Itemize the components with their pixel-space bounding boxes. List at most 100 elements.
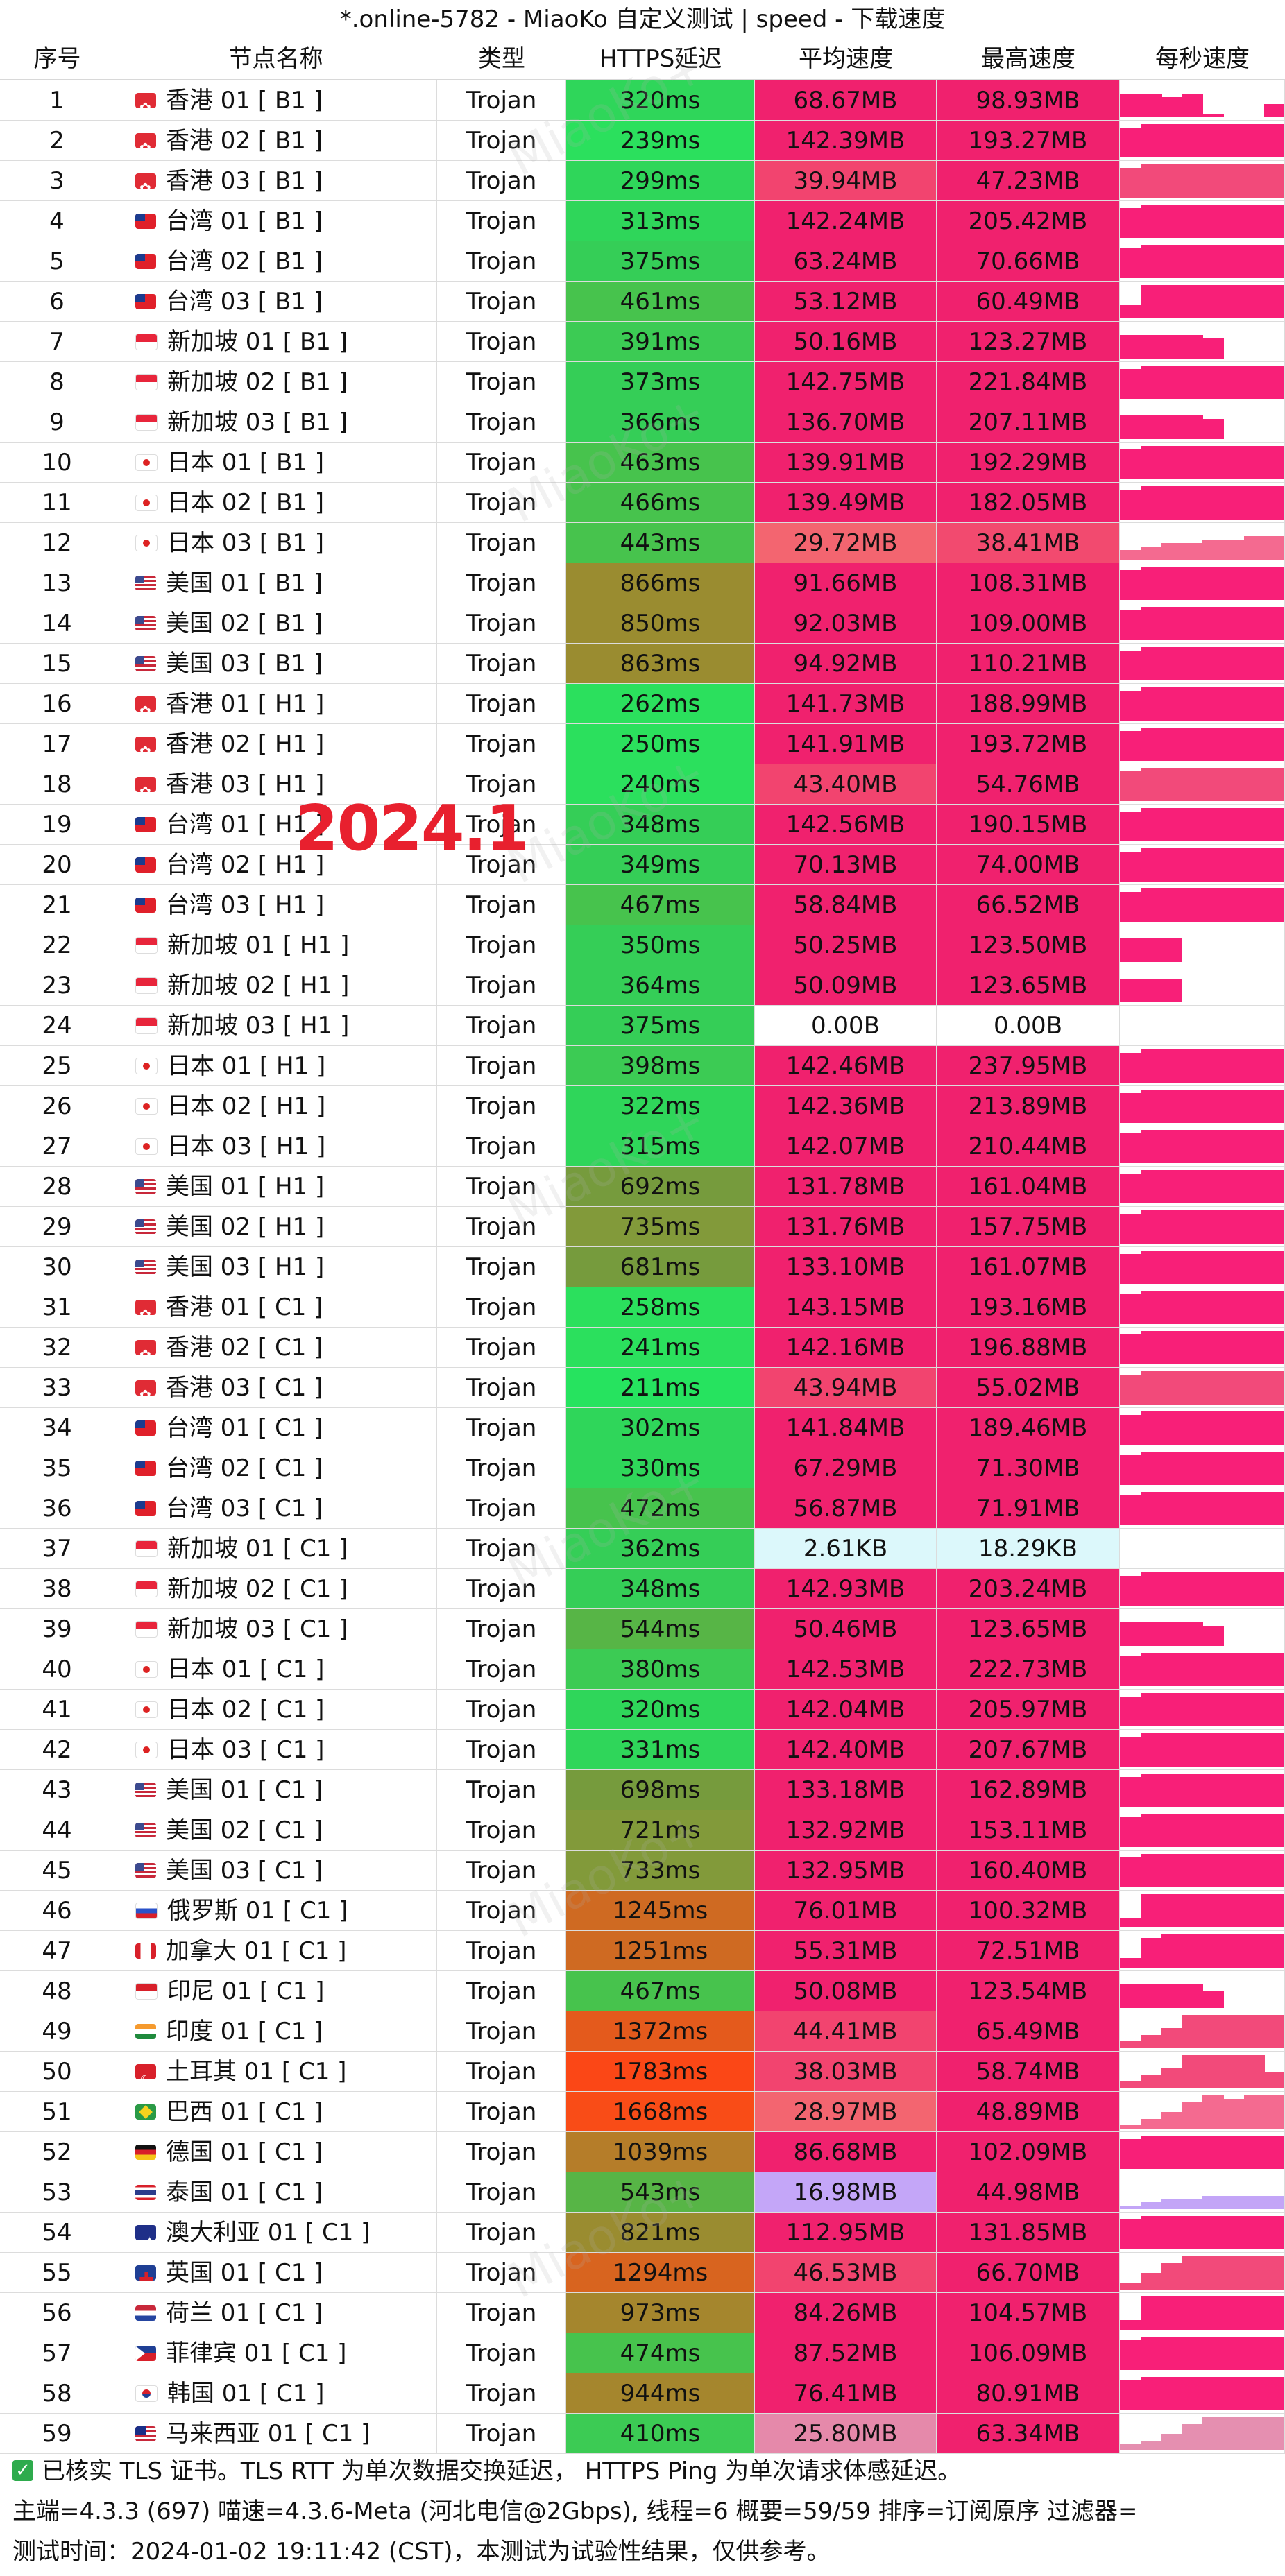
row-index: 58 bbox=[0, 2373, 114, 2414]
row-index: 1 bbox=[0, 80, 114, 121]
table-row[interactable]: 28 美国 01 [ H1 ] Trojan 692ms 131.78MB 161.04M… bbox=[0, 1167, 1285, 1207]
table-row[interactable]: 32 香港 02 [ C1 ] Trojan241ms142.16MB196.88M… bbox=[0, 1328, 1285, 1368]
node-name: 台湾 03 [ C1 ] bbox=[166, 1495, 323, 1522]
table-row[interactable]: 29 美国 02 [ H1 ] Trojan 735ms 131.76MB 157.75M… bbox=[0, 1207, 1285, 1247]
table-row[interactable]: 7 新加坡 01 [ B1 ] Trojan 391ms 50.16MB 123.27MB bbox=[0, 322, 1285, 362]
table-row[interactable]: 45 美国 03 [ C1 ] Trojan 733ms 132.95MB 160.40M… bbox=[0, 1851, 1285, 1891]
table-row[interactable]: 35 台湾 02 [ C1 ] Trojan 330ms 67.29MB 71.30MB bbox=[0, 1448, 1285, 1488]
header-name[interactable]: 节点名称 bbox=[228, 45, 323, 73]
sparkline-bar bbox=[1223, 1371, 1245, 1405]
row-index: 42 bbox=[0, 1730, 114, 1770]
average-speed: 16.98MB bbox=[755, 2172, 937, 2213]
sparkline-bar bbox=[1140, 2296, 1162, 2330]
sparkline-bar bbox=[1140, 2202, 1162, 2209]
sparkline-bar bbox=[1120, 1495, 1141, 1525]
table-row[interactable]: 4 台湾 01 [ B1 ] Trojan 313ms 142.24MB 205.42MB bbox=[0, 201, 1285, 241]
header-type[interactable]: 类型 bbox=[478, 45, 525, 73]
https-latency: 380ms bbox=[566, 1649, 755, 1690]
average-speed: 50.16MB bbox=[755, 322, 937, 362]
row-index: 54 bbox=[0, 2213, 114, 2253]
https-latency: 543ms bbox=[566, 2172, 755, 2213]
sparkline-bar bbox=[1182, 2015, 1203, 2048]
row-index: 35 bbox=[0, 1448, 114, 1488]
table-row[interactable]: 23 新加坡 02 [ H1 ] Trojan 364ms 50.09MB 123.65M… bbox=[0, 965, 1285, 1006]
sparkline-bar bbox=[1264, 245, 1284, 278]
sparkline-bar bbox=[1223, 2136, 1245, 2169]
row-index: 13 bbox=[0, 563, 114, 603]
header-per-second-speed[interactable]: 每秒速度 bbox=[1155, 45, 1250, 73]
node-type: Trojan bbox=[437, 282, 566, 322]
table-row[interactable]: 22 新加坡 01 [ H1 ] Trojan 350ms 50.25MB 123.50M… bbox=[0, 925, 1285, 965]
header-index[interactable]: 序号 bbox=[33, 45, 81, 73]
table-row[interactable]: 59 马来西亚 01 [ C1 ] Trojan 410ms 25.80MB 63.34M… bbox=[0, 2414, 1285, 2454]
table-row[interactable]: 11 日本 02 [ B1 ] Trojan 466ms 139.49MB 182.05M… bbox=[0, 483, 1285, 523]
table-row[interactable]: 43 美国 01 [ C1 ] Trojan 698ms 133.18MB 162.89M… bbox=[0, 1770, 1285, 1810]
table-row[interactable]: 50 土耳其 01 [ C1 ] Trojan1783ms38.03MB58.74M… bbox=[0, 2052, 1285, 2092]
table-row[interactable]: 5 台湾 02 [ B1 ] Trojan 375ms 63.24MB 70.66MB bbox=[0, 241, 1285, 282]
table-row[interactable]: 19 台湾 01 [ H1 ] Trojan 348ms 142.56MB 190.15M… bbox=[0, 805, 1285, 845]
table-row[interactable]: 36 台湾 03 [ C1 ] Trojan 472ms 56.87MB 71.91MB bbox=[0, 1488, 1285, 1529]
sparkline-bar bbox=[1223, 607, 1245, 640]
table-row[interactable]: 46 俄罗斯 01 [ C1 ] Trojan 1245ms 76.01MB 100.32… bbox=[0, 1891, 1285, 1931]
table-row[interactable]: 20 台湾 02 [ H1 ] Trojan 349ms 70.13MB 74.00MB bbox=[0, 845, 1285, 885]
table-row[interactable]: 15 美国 03 [ B1 ] Trojan 863ms 94.92MB 110.21MB bbox=[0, 644, 1285, 684]
table-row[interactable]: 38 新加坡 02 [ C1 ] Trojan 348ms 142.93MB 203.24… bbox=[0, 1569, 1285, 1609]
header-max-speed[interactable]: 最高速度 bbox=[981, 45, 1075, 73]
table-row[interactable]: 58 韩国 01 [ C1 ] Trojan 944ms 76.41MB 80.91MB bbox=[0, 2373, 1285, 2414]
header-latency[interactable]: HTTPS延迟 bbox=[599, 45, 722, 73]
sparkline-bar bbox=[1120, 335, 1141, 359]
table-row[interactable]: 26 日本 02 [ H1 ] Trojan 322ms 142.36MB 213.89M… bbox=[0, 1086, 1285, 1126]
table-row[interactable]: 14 美国 02 [ B1 ] Trojan 850ms 92.03MB 109.00MB bbox=[0, 603, 1285, 644]
node-name: 新加坡 02 [ B1 ] bbox=[167, 368, 348, 396]
table-row[interactable]: 40 日本 01 [ C1 ] Trojan 380ms 142.53MB 222.73M… bbox=[0, 1649, 1285, 1690]
node-type: Trojan bbox=[437, 805, 566, 845]
table-row[interactable]: 16 香港 01 [ H1 ] Trojan262ms141.73MB188.99M… bbox=[0, 684, 1285, 724]
table-row[interactable]: 6 台湾 03 [ B1 ] Trojan 461ms 53.12MB 60.49MB bbox=[0, 282, 1285, 322]
table-row[interactable]: 57 菲律宾 01 [ C1 ] Trojan 474ms 87.52MB 106.09M… bbox=[0, 2333, 1285, 2373]
table-row[interactable]: 42 日本 03 [ C1 ] Trojan 331ms 142.40MB 207.67M… bbox=[0, 1730, 1285, 1770]
table-row[interactable]: 24 新加坡 03 [ H1 ] Trojan 375ms 0.00B 0.00B bbox=[0, 1006, 1285, 1046]
table-row[interactable]: 13 美国 01 [ B1 ] Trojan 866ms 91.66MB 108.31MB bbox=[0, 563, 1285, 603]
table-row[interactable]: 10 日本 01 [ B1 ] Trojan 463ms 139.91MB 192.29M… bbox=[0, 443, 1285, 483]
table-row[interactable]: 56 荷兰 01 [ C1 ] Trojan 973ms 84.26MB 104.57MB bbox=[0, 2293, 1285, 2333]
table-row[interactable]: 9 新加坡 03 [ B1 ] Trojan 366ms 136.70MB 207.11M… bbox=[0, 402, 1285, 443]
table-row[interactable]: 27 日本 03 [ H1 ] Trojan 315ms 142.07MB 210.44M… bbox=[0, 1126, 1285, 1167]
table-row[interactable]: 52 德国 01 [ C1 ] Trojan 1039ms 86.68MB 102.09M… bbox=[0, 2132, 1285, 2172]
table-row[interactable]: 48 印尼 01 [ C1 ] Trojan 467ms 50.08MB 123.54MB bbox=[0, 1971, 1285, 2011]
table-row[interactable]: 49 印度 01 [ C1 ] Trojan 1372ms 44.41MB 65.49MB bbox=[0, 2011, 1285, 2052]
sparkline-bar bbox=[1264, 446, 1284, 479]
hk-flag-icon bbox=[135, 1380, 156, 1396]
table-row[interactable]: 21 台湾 03 [ H1 ] Trojan 467ms 58.84MB 66.52MB bbox=[0, 885, 1285, 925]
table-row[interactable]: 51 巴西 01 [ C1 ] Trojan 1668ms 28.97MB 48.89MB bbox=[0, 2092, 1285, 2132]
table-row[interactable]: 34 台湾 01 [ C1 ] Trojan 302ms 141.84MB 189.46M… bbox=[0, 1408, 1285, 1448]
header-avg-speed[interactable]: 平均速度 bbox=[799, 45, 893, 73]
table-row[interactable]: 8 新加坡 02 [ B1 ] Trojan 373ms 142.75MB 221.84M… bbox=[0, 362, 1285, 402]
max-speed: 54.76MB bbox=[937, 764, 1120, 805]
sparkline-bar bbox=[1182, 1622, 1203, 1646]
table-row[interactable]: 54 澳大利亚 01 [ C1 ] Trojan821ms112.95MB131.8… bbox=[0, 2213, 1285, 2253]
table-row[interactable]: 25 日本 01 [ H1 ] Trojan 398ms 142.46MB 237.95M… bbox=[0, 1046, 1285, 1086]
table-row[interactable]: 30 美国 03 [ H1 ] Trojan 681ms 133.10MB 161.07M… bbox=[0, 1247, 1285, 1287]
table-row[interactable]: 41 日本 02 [ C1 ] Trojan 320ms 142.04MB 205.97M… bbox=[0, 1690, 1285, 1730]
table-row[interactable]: 17 香港 02 [ H1 ] Trojan250ms141.91MB193.72M… bbox=[0, 724, 1285, 764]
table-row[interactable]: 37 新加坡 01 [ C1 ] Trojan 362ms 2.61KB 18.29KB bbox=[0, 1529, 1285, 1569]
table-row[interactable]: 47 加拿大 01 [ C1 ] Trojan 1251ms 55.31MB 72.51M… bbox=[0, 1931, 1285, 1971]
table-row[interactable]: 12 日本 03 [ B1 ] Trojan 443ms 29.72MB 38.41MB bbox=[0, 523, 1285, 563]
sparkline-bar bbox=[1120, 1984, 1141, 2008]
jp-flag-icon bbox=[135, 454, 158, 471]
jp-flag-icon bbox=[135, 494, 158, 511]
table-row[interactable]: 53 泰国 01 [ C1 ] Trojan 543ms 16.98MB 44.98MB bbox=[0, 2172, 1285, 2213]
table-row[interactable]: 39 新加坡 03 [ C1 ] Trojan 544ms 50.46MB 123.65M… bbox=[0, 1609, 1285, 1649]
sparkline-bar bbox=[1161, 1170, 1183, 1203]
table-row[interactable]: 44 美国 02 [ C1 ] Trojan 721ms 132.92MB 153.11M… bbox=[0, 1810, 1285, 1851]
sparkline-bar bbox=[1243, 1411, 1266, 1445]
table-row[interactable]: 31 香港 01 [ C1 ] Trojan258ms143.15MB193.16M… bbox=[0, 1287, 1285, 1328]
https-latency: 863ms bbox=[566, 644, 755, 684]
sg-flag-icon bbox=[135, 373, 158, 390]
